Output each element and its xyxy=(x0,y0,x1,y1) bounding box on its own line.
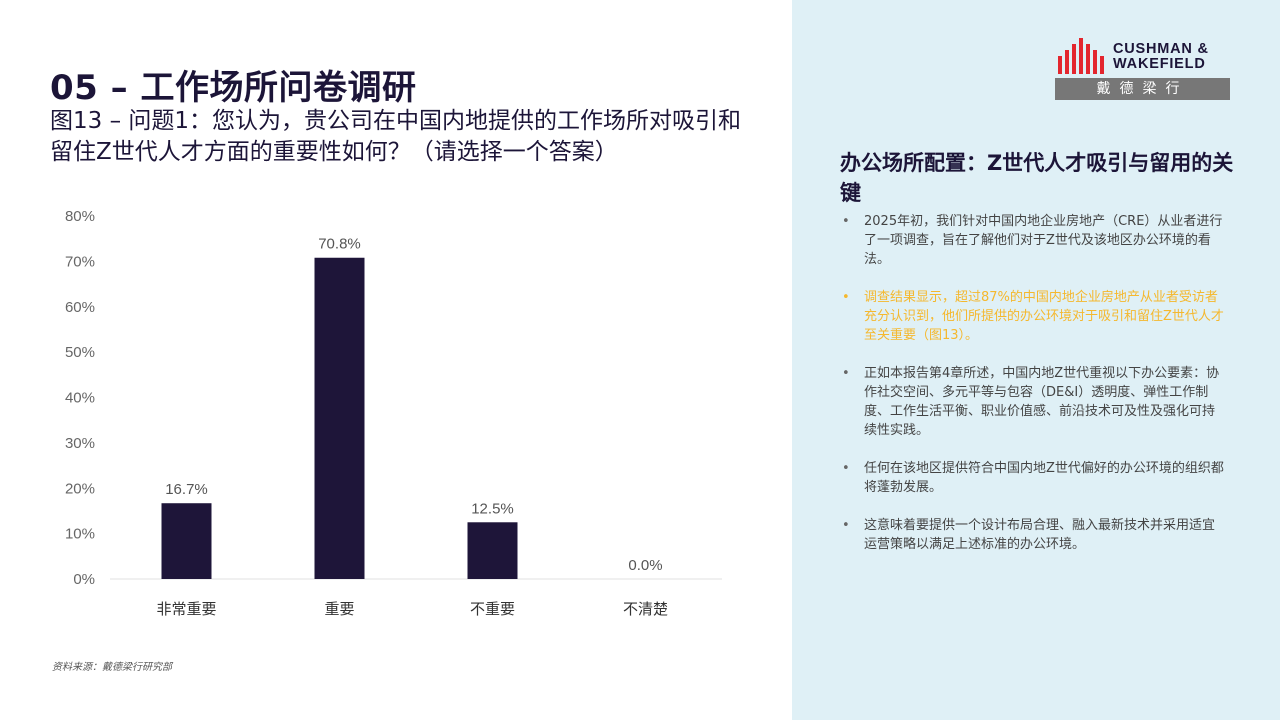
category-label: 不清楚 xyxy=(623,600,668,618)
bullet-item: 任何在该地区提供符合中国内地Z世代偏好的办公环境的组织都将蓬勃发展。 xyxy=(842,459,1227,497)
logo-bar xyxy=(1058,56,1062,74)
y-tick-label: 10% xyxy=(65,526,95,543)
logo-bar xyxy=(1079,38,1083,74)
y-tick-label: 20% xyxy=(65,480,95,497)
bar-chart: 0% 10% 20% 30% 40% 50% 60% 70% 80% 16.7% 非常重要 70.8%… xyxy=(65,208,722,618)
source-note: 资料来源：戴德梁行研究部 xyxy=(52,662,172,673)
bullet-item: 正如本报告第4章所述，中国内地Z世代重视以下办公要素：协作社交空间、多元平等与包… xyxy=(842,364,1227,440)
sidebar-heading: 办公场所配置：Z世代人才吸引与留用的关键 xyxy=(840,151,1234,205)
bar xyxy=(467,522,518,579)
y-tick-label: 80% xyxy=(65,208,95,225)
data-label: 12.5% xyxy=(471,500,514,517)
left-panel: 05 – 工作场所问卷调研 图13 – 问题1：您认为，贵公司在中国内地提供的工… xyxy=(50,68,742,673)
logo-text-line2: WAKEFIELD xyxy=(1113,56,1206,72)
data-label: 70.8% xyxy=(318,236,361,253)
right-panel xyxy=(792,0,1280,720)
sidebar-bullet-list: 2025年初，我们针对中国内地企业房地产（CRE）从业者进行了一项调查，旨在了解… xyxy=(842,212,1227,573)
logo-bar xyxy=(1072,44,1076,74)
y-tick-label: 30% xyxy=(65,435,95,452)
y-tick-label: 40% xyxy=(65,390,95,407)
y-tick-label: 50% xyxy=(65,344,95,361)
figure-subtitle: 图13 – 问题1：您认为，贵公司在中国内地提供的工作场所对吸引和留住Z世代人才… xyxy=(50,108,742,165)
bar xyxy=(314,257,365,579)
category-label: 重要 xyxy=(324,600,354,618)
logo-chinese-name: 戴德梁行 xyxy=(1055,78,1230,100)
section-title: 05 – 工作场所问卷调研 xyxy=(50,68,417,108)
bullet-item-highlight: 调查结果显示，超过87%的中国内地企业房地产从业者受访者充分认识到，他们所提供的… xyxy=(842,288,1227,345)
bullet-item: 这意味着要提供一个设计布局合理、融入最新技术并采用适宜运营策略以满足上述标准的办… xyxy=(842,516,1227,554)
data-label: 16.7% xyxy=(165,481,208,498)
bullet-item: 2025年初，我们针对中国内地企业房地产（CRE）从业者进行了一项调查，旨在了解… xyxy=(842,212,1227,269)
company-logo: CUSHMAN & WAKEFIELD 戴德梁行 xyxy=(1055,36,1230,102)
category-label: 非常重要 xyxy=(156,600,216,618)
logo-bar xyxy=(1093,50,1097,74)
data-label: 0.0% xyxy=(628,557,662,574)
y-tick-label: 70% xyxy=(65,253,95,270)
logo-bar xyxy=(1065,50,1069,74)
y-tick-label: 0% xyxy=(73,571,95,588)
bar xyxy=(161,503,212,579)
logo-bars-icon xyxy=(1058,38,1104,74)
y-tick-label: 60% xyxy=(65,299,95,316)
logo-text-line1: CUSHMAN & xyxy=(1113,41,1209,57)
category-label: 不重要 xyxy=(470,600,515,618)
logo-bar xyxy=(1086,44,1090,74)
logo-bar xyxy=(1100,56,1104,74)
